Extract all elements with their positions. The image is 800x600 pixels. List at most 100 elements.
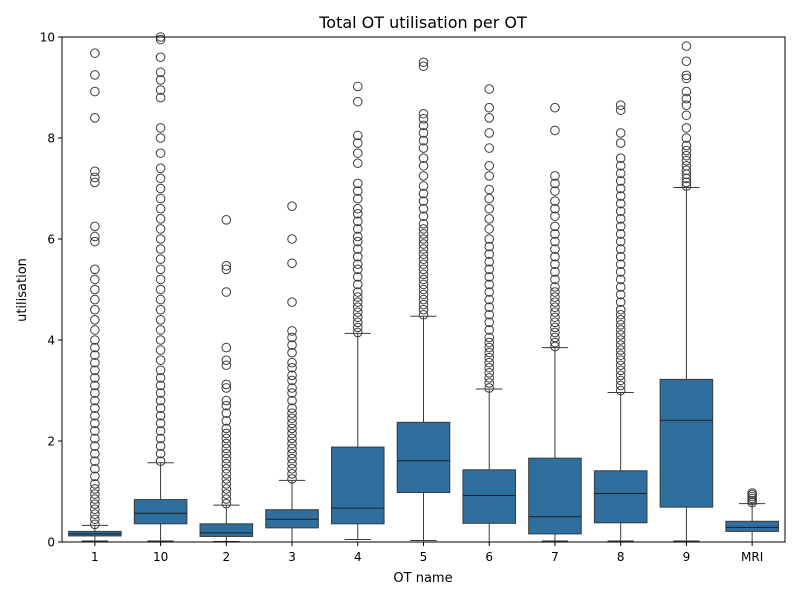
x-axis: 1 10 2 3 4 5 6 7 8 9 MRI — [91, 542, 763, 564]
outlier-point — [352, 327, 363, 338]
outlier-point — [221, 448, 232, 459]
outlier-point — [287, 443, 297, 454]
outlier-point — [287, 375, 297, 386]
outlier-point — [484, 362, 495, 373]
outlier-point — [221, 342, 232, 353]
outlier-point — [418, 264, 429, 275]
outlier-point — [221, 484, 232, 494]
outlier-point — [484, 368, 495, 378]
outlier-point — [287, 234, 297, 244]
outlier-point — [90, 177, 100, 188]
outlier-point — [155, 345, 166, 355]
outlier-point — [352, 272, 363, 282]
outlier-point — [155, 214, 166, 224]
outlier-point — [615, 315, 626, 325]
outlier-point — [484, 325, 495, 335]
outlier-point — [90, 315, 100, 325]
outlier-point — [550, 229, 560, 239]
outlier-point — [418, 120, 429, 131]
outlier-point — [484, 214, 495, 224]
outlier-point — [550, 186, 560, 196]
outlier-point — [352, 193, 363, 204]
outlier-point — [484, 357, 495, 368]
outlier-point — [90, 350, 100, 360]
outlier-point — [484, 294, 495, 305]
outlier-point — [155, 163, 166, 174]
outlier-point — [90, 441, 100, 451]
outlier-point — [615, 176, 626, 186]
outlier-point — [484, 234, 495, 244]
outlier-point — [90, 231, 100, 242]
outlier-point — [484, 102, 495, 113]
outlier-point — [90, 479, 100, 489]
outlier-point — [550, 196, 560, 206]
outlier-point — [418, 143, 429, 153]
outlier-point — [90, 509, 100, 520]
outlier-point — [615, 304, 626, 315]
outlier-point — [221, 423, 232, 434]
outlier-point — [221, 458, 232, 469]
outlier-point — [550, 259, 560, 270]
outlier-point — [221, 489, 232, 499]
outlier-point — [352, 302, 363, 312]
outlier-point — [484, 272, 495, 282]
outlier-point — [221, 443, 232, 454]
outlier-point — [287, 418, 297, 429]
outlier-point — [615, 100, 626, 110]
outlier-point — [221, 433, 232, 444]
outlier-point — [550, 327, 560, 338]
box-iqr — [528, 457, 582, 535]
outlier-point — [615, 335, 626, 345]
outlier-point — [418, 135, 429, 146]
outlier-point — [418, 203, 429, 214]
outlier-point — [418, 309, 429, 320]
outlier-point — [155, 193, 166, 204]
outlier-point — [287, 453, 297, 464]
outlier-point — [418, 274, 429, 285]
box-iqr — [725, 520, 779, 532]
outlier-point — [615, 297, 626, 307]
outlier-point — [484, 160, 495, 171]
outlier-point — [484, 287, 495, 297]
outlier-point — [352, 264, 363, 275]
outlier-point — [352, 138, 363, 148]
outlier-point — [418, 289, 429, 300]
outlier-point — [418, 249, 429, 259]
outlier-point — [418, 279, 429, 290]
outlier-point — [90, 388, 100, 398]
outlier-point — [681, 173, 692, 184]
outlier-point — [90, 403, 100, 413]
outlier-point — [681, 150, 692, 161]
outlier-point — [90, 504, 100, 514]
outlier-point — [155, 335, 166, 345]
x-tick-label: 2 — [222, 550, 230, 564]
outlier-point — [615, 360, 626, 371]
outlier-point — [484, 256, 495, 267]
outlier-point — [615, 214, 626, 224]
outlier-point — [550, 307, 560, 318]
outlier-point — [615, 365, 626, 376]
outlier-point — [352, 158, 363, 169]
outlier-point — [90, 418, 100, 429]
outlier-point — [418, 196, 429, 206]
outlier-point — [550, 102, 560, 113]
outlier-point — [484, 171, 495, 181]
outlier-point — [484, 342, 495, 353]
outlier-point — [155, 234, 166, 244]
outlier-point — [484, 302, 495, 312]
outlier-point — [550, 282, 560, 292]
outlier-point — [221, 400, 232, 411]
x-tick-label: 1 — [91, 550, 99, 564]
outlier-point — [681, 86, 692, 97]
outlier-point — [484, 203, 495, 214]
outlier-point — [90, 294, 100, 305]
outlier-point — [418, 254, 429, 265]
outlier-point — [155, 395, 166, 406]
outlier-point — [221, 438, 232, 449]
outlier-point — [90, 373, 100, 383]
outlier-point — [615, 191, 626, 201]
outlier-point — [287, 423, 297, 434]
outlier-point — [747, 488, 757, 498]
outlier-point — [550, 125, 560, 136]
outlier-point — [221, 408, 232, 419]
